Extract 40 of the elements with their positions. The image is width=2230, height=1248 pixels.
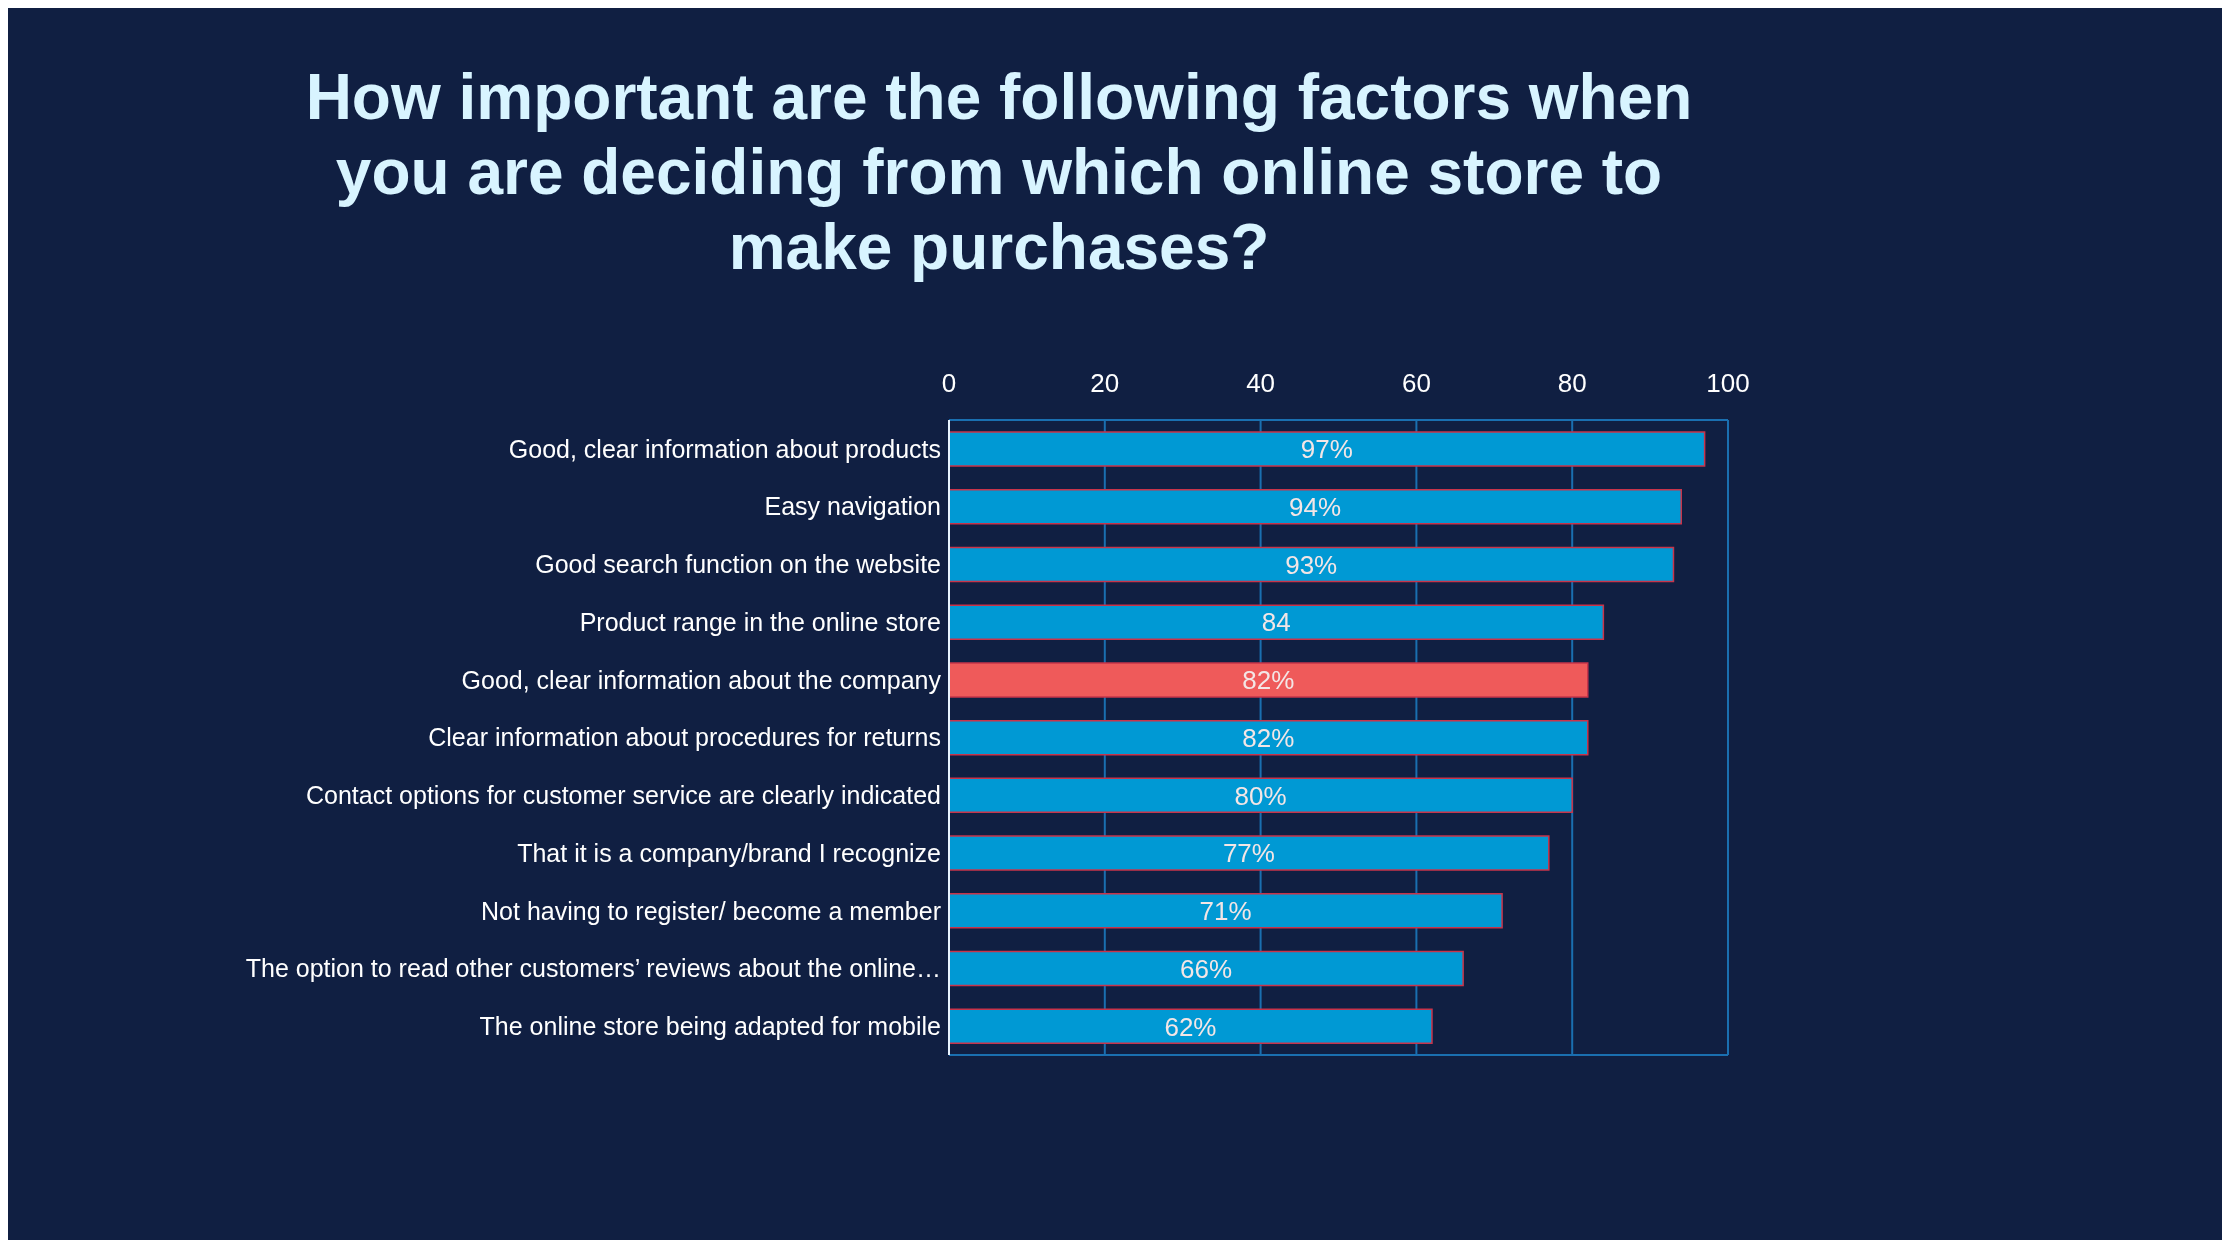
y-tick-label: That it is a company/brand I recognize [517, 838, 941, 867]
bar [949, 835, 1550, 871]
chart-title: How important are the following factors when you are deciding from which online store to make purchases? [304, 60, 1694, 285]
x-tick-label: 60 [1401, 368, 1431, 398]
data-label: 77% [1222, 838, 1275, 869]
y-tick-label: Good search function on the website [535, 550, 941, 579]
bar [949, 893, 1503, 929]
y-tick-label: Clear information about procedures for returns [428, 723, 941, 752]
bar [949, 488, 1683, 525]
data-label: 82% [1242, 665, 1295, 696]
data-label: 94% [1289, 491, 1342, 522]
data-label: 80% [1234, 780, 1287, 811]
x-tick-label: 20 [1090, 368, 1120, 398]
data-label: 66% [1180, 953, 1233, 984]
bar [949, 662, 1589, 698]
data-label: 93% [1285, 549, 1338, 580]
bar [949, 604, 1605, 640]
x-tick-label: 80 [1557, 368, 1587, 398]
bar [949, 431, 1706, 467]
y-tick-label: Product range in the online store [579, 607, 941, 636]
data-label: 97% [1300, 434, 1353, 465]
data-label: 84 [1261, 607, 1291, 638]
bar [949, 777, 1573, 814]
bar [949, 1008, 1433, 1045]
x-tick-label: 40 [1246, 368, 1276, 398]
y-tick-label: Easy navigation [764, 492, 941, 521]
y-tick-label: The option to read other customers’ reviews about the online… [245, 954, 941, 983]
data-label: 62% [1164, 1011, 1217, 1042]
data-label: 71% [1199, 896, 1252, 927]
y-tick-label: The online store being adapted for mobile [479, 1012, 941, 1041]
bar [949, 546, 1675, 583]
x-tick-label: 0 [941, 368, 957, 398]
y-tick-label: Contact options for customer service are clearly indicated [305, 781, 941, 810]
y-tick-label: Good, clear information about products [508, 434, 941, 463]
bar [949, 950, 1464, 987]
y-tick-label: Not having to register/ become a member [481, 896, 941, 925]
y-tick-label: Good, clear information about the company [461, 665, 942, 694]
bar [949, 719, 1589, 756]
data-label: 82% [1242, 722, 1295, 753]
x-tick-label: 100 [1706, 368, 1750, 398]
